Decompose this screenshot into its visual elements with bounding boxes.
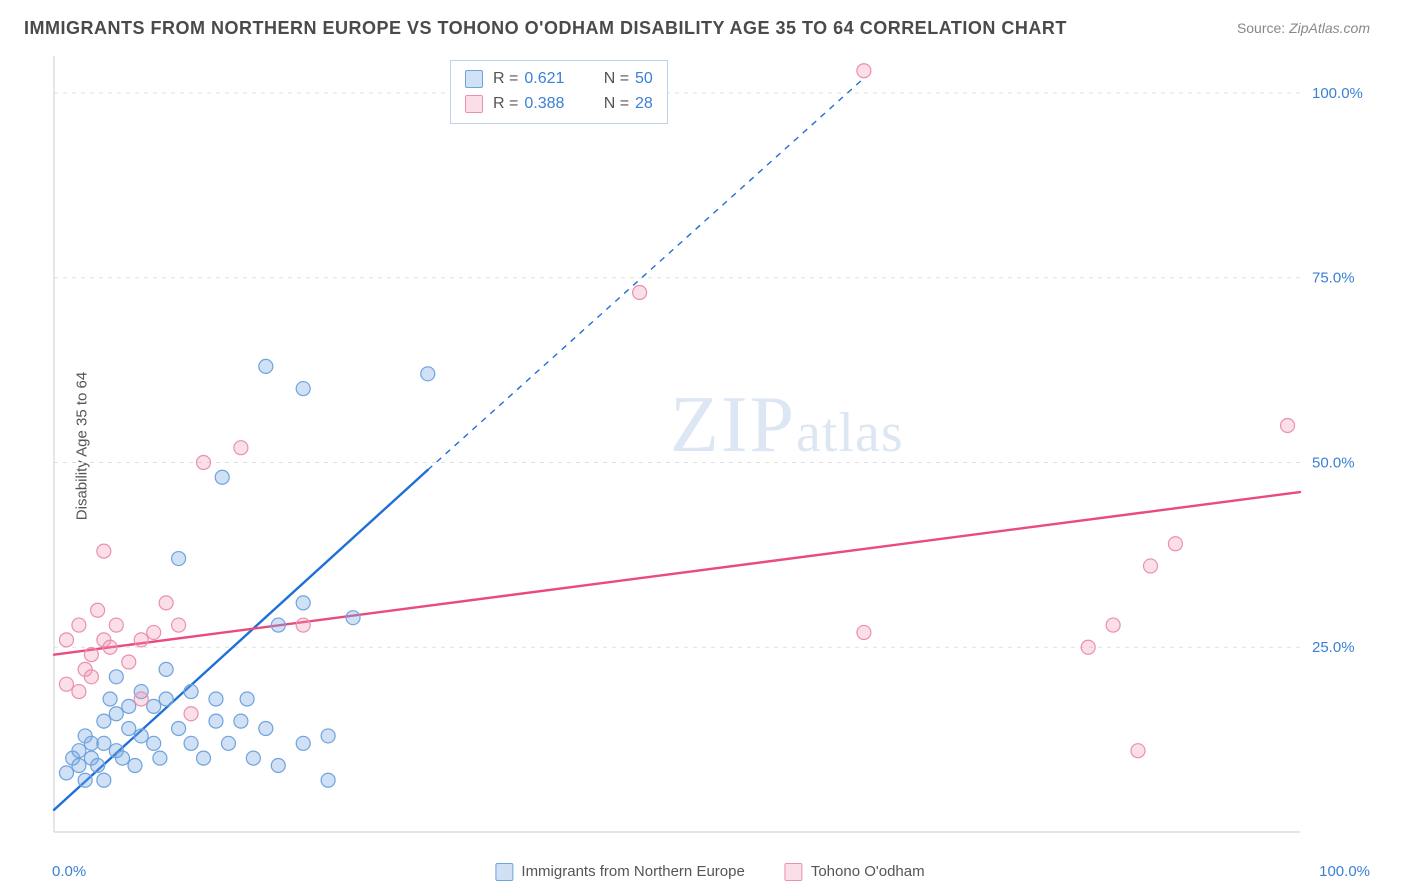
stats-swatch [465, 95, 483, 113]
legend-item-series-a: Immigrants from Northern Europe [495, 863, 744, 881]
legend-label-a: Immigrants from Northern Europe [521, 863, 744, 880]
stats-row: R = 0.621 N = 50 [465, 67, 653, 92]
stats-swatch [465, 70, 483, 88]
stats-row: R = 0.388 N = 28 [465, 92, 653, 117]
y-tick-label: 100.0% [1312, 85, 1363, 102]
r-label: R = [493, 67, 518, 92]
n-value: 28 [635, 92, 653, 117]
y-tick-label: 75.0% [1312, 270, 1355, 287]
bottom-legend: Immigrants from Northern Europe Tohono O… [495, 863, 924, 881]
legend-swatch-b [785, 863, 803, 881]
source-label: Source: [1237, 20, 1289, 36]
x-axis-row: 0.0% Immigrants from Northern Europe Toh… [50, 863, 1370, 880]
r-value: 0.621 [524, 67, 578, 92]
chart-title: IMMIGRANTS FROM NORTHERN EUROPE VS TOHON… [24, 18, 1067, 39]
n-label: N = [604, 67, 629, 92]
y-tick-label: 25.0% [1312, 639, 1355, 656]
n-label: N = [604, 92, 629, 117]
legend-swatch-a [495, 863, 513, 881]
r-label: R = [493, 92, 518, 117]
legend-label-b: Tohono O'odham [811, 863, 925, 880]
x-tick-min: 0.0% [52, 863, 86, 880]
chart-source: Source: ZipAtlas.com [1237, 20, 1370, 36]
plot-area: 25.0%50.0%75.0%100.0% R = 0.621 N = 50R … [50, 50, 1370, 842]
r-value: 0.388 [524, 92, 578, 117]
legend-item-series-b: Tohono O'odham [785, 863, 925, 881]
scatter-plot-svg: 25.0% 50.0% 75.0% 100.0% [50, 50, 1370, 842]
source-site: ZipAtlas.com [1289, 20, 1370, 36]
n-value: 50 [635, 67, 653, 92]
x-tick-max: 100.0% [1319, 863, 1370, 880]
correlation-stats-box: R = 0.621 N = 50R = 0.388 N = 28 [450, 60, 668, 124]
y-tick-label: 50.0% [1312, 454, 1355, 471]
